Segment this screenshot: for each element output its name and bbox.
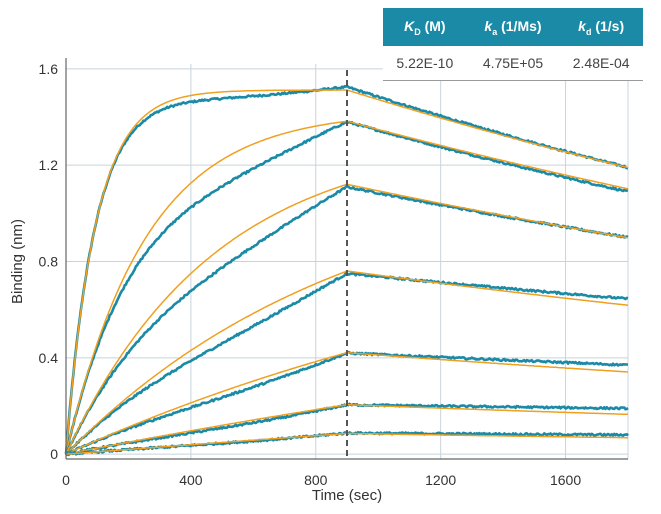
x-tick-label: 1600 xyxy=(550,472,581,488)
kdis-value: 2.48E-04 xyxy=(559,46,643,81)
tick-labels: 0 400 800 1200 1600 0 0.4 0.8 1.2 1.6 xyxy=(39,61,582,488)
x-axis-label: Time (sec) xyxy=(312,487,382,504)
kinetics-table-header: KD (M) ka (1/Ms) kd (1/s) xyxy=(383,8,643,46)
kinetics-table-row: 5.22E-10 4.75E+05 2.48E-04 xyxy=(383,46,643,81)
x-tick-label: 1200 xyxy=(425,472,456,488)
y-axis-label: Binding (nm) xyxy=(9,219,26,304)
kdis-header: kd (1/s) xyxy=(559,8,643,46)
y-tick-label: 1.6 xyxy=(39,61,59,77)
x-tick-label: 800 xyxy=(304,472,328,488)
kd-header: KD (M) xyxy=(383,8,467,46)
axes xyxy=(65,58,628,460)
kinetics-table: KD (M) ka (1/Ms) kd (1/s) 5.22E-10 4.75E… xyxy=(383,8,643,81)
y-tick-label: 0 xyxy=(50,446,58,462)
y-tick-label: 0.4 xyxy=(39,350,59,366)
y-tick-label: 1.2 xyxy=(39,157,59,173)
y-tick-label: 0.8 xyxy=(39,254,59,270)
ka-header: ka (1/Ms) xyxy=(466,8,560,46)
x-tick-label: 400 xyxy=(179,472,203,488)
ka-value: 4.75E+05 xyxy=(466,46,560,81)
x-tick-label: 0 xyxy=(62,472,70,488)
kd-value: 5.22E-10 xyxy=(383,46,467,81)
